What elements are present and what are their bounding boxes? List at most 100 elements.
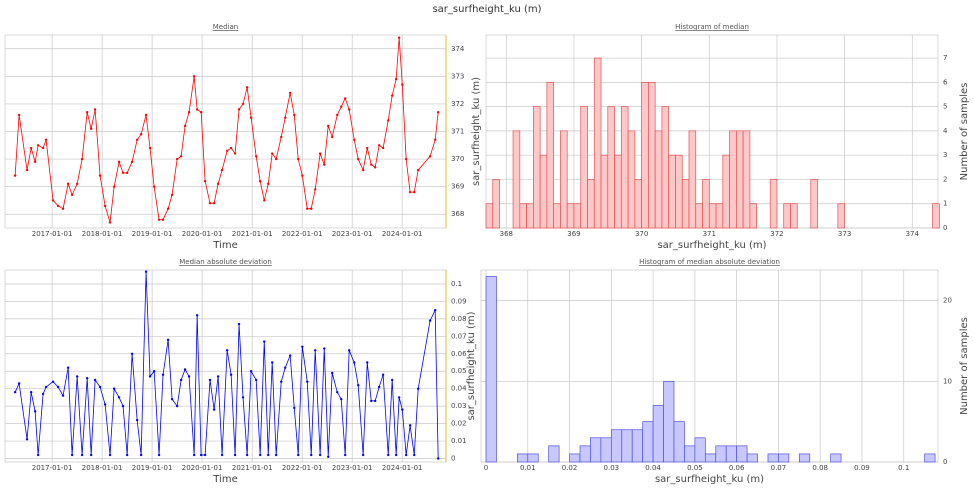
x-tick-label: 0.09 <box>854 464 870 472</box>
x-tick-label: 369 <box>567 230 580 238</box>
data-point <box>245 453 249 457</box>
data-point <box>433 138 437 141</box>
histogram-bar <box>527 453 539 463</box>
data-point <box>85 111 89 114</box>
data-point <box>314 188 317 191</box>
y-tick-label: 368 <box>451 210 464 218</box>
data-point <box>340 105 343 108</box>
histogram-bar <box>648 81 656 229</box>
histogram-bar <box>790 203 798 229</box>
data-point <box>56 385 60 389</box>
histogram-bar <box>512 130 521 229</box>
data-point <box>220 168 224 172</box>
histogram-bar <box>569 453 581 463</box>
x-tick-label: 0.01 <box>520 464 536 472</box>
data-point <box>428 319 432 322</box>
histogram-bar <box>614 154 622 229</box>
histogram-bar <box>715 203 724 229</box>
data-line <box>14 37 439 223</box>
data-point <box>271 152 274 155</box>
data-point <box>258 453 262 457</box>
page-title: sar_surfheight_ku (m) <box>432 4 541 15</box>
histogram-bar <box>590 437 602 463</box>
data-point <box>428 155 432 158</box>
x-tick-label: 2019-01-01 <box>132 230 173 238</box>
data-point <box>144 270 148 273</box>
data-point <box>357 384 360 387</box>
data-point <box>366 146 369 150</box>
y-tick-label: 10 <box>943 377 952 385</box>
histogram-bar <box>610 429 623 463</box>
data-point <box>195 108 199 111</box>
data-point <box>108 453 112 457</box>
data-point <box>381 146 385 150</box>
data-point <box>25 438 29 441</box>
data-point <box>390 94 394 97</box>
data-point <box>135 138 139 141</box>
data-point <box>161 218 165 221</box>
data-point <box>347 108 351 111</box>
data-point <box>327 455 330 458</box>
data-point <box>330 135 334 139</box>
x-tick-label: 2024-01-01 <box>382 230 423 238</box>
y-tick-label: 370 <box>451 155 464 163</box>
data-point <box>117 396 121 399</box>
data-point <box>216 182 220 186</box>
data-point <box>135 418 139 422</box>
histogram-bar <box>810 179 818 229</box>
data-point <box>301 345 304 348</box>
data-point <box>179 155 183 158</box>
data-point <box>203 453 207 457</box>
histogram-bar <box>830 453 842 463</box>
data-point <box>17 113 21 117</box>
data-point <box>387 119 390 122</box>
data-point <box>297 453 300 457</box>
data-point <box>208 378 212 382</box>
histogram-bar <box>767 453 779 463</box>
y-tick-label: 5 <box>943 103 947 111</box>
data-point <box>254 378 258 382</box>
data-point <box>17 382 21 385</box>
data-point <box>75 182 79 186</box>
data-point <box>229 146 233 150</box>
histogram-bar <box>688 130 697 229</box>
data-point <box>344 453 347 457</box>
data-point <box>401 83 404 86</box>
data-point <box>13 390 17 394</box>
histogram-bar <box>548 445 560 463</box>
data-point <box>70 193 74 197</box>
data-point <box>85 377 89 380</box>
histogram-bar <box>654 130 663 229</box>
data-point <box>357 157 360 161</box>
data-point <box>381 373 385 376</box>
histogram-bar <box>704 453 717 463</box>
x-tick-label: 2022-01-01 <box>282 464 323 472</box>
data-point <box>245 86 249 89</box>
y-tick-label: 0.03 <box>451 402 467 410</box>
x-tick-label: 2017-01-01 <box>32 464 73 472</box>
histogram-bar <box>485 276 497 463</box>
data-point <box>340 397 343 401</box>
histogram-bar <box>539 154 548 229</box>
data-point <box>192 75 196 78</box>
data-point <box>284 116 287 119</box>
histogram-bar <box>749 203 758 229</box>
x-tick-label: 0.03 <box>604 464 620 472</box>
data-point <box>271 361 274 364</box>
x-tick-label: 2020-01-01 <box>182 464 223 472</box>
data-point <box>353 361 356 364</box>
data-point <box>61 394 65 397</box>
y-axis-label: Number of samples <box>959 83 970 181</box>
data-point <box>51 380 55 383</box>
y-tick-label: 0.07 <box>451 332 467 340</box>
histogram-bar <box>560 130 568 229</box>
data-point <box>121 404 125 408</box>
data-point <box>310 207 313 210</box>
data-point <box>44 385 48 389</box>
histogram-bar <box>736 130 744 229</box>
x-tick-label: 2018-01-01 <box>82 230 123 238</box>
histogram-bar <box>684 445 696 463</box>
histogram-bar <box>798 453 811 463</box>
histogram-bar <box>695 203 703 229</box>
x-tick-label: 370 <box>635 230 648 238</box>
